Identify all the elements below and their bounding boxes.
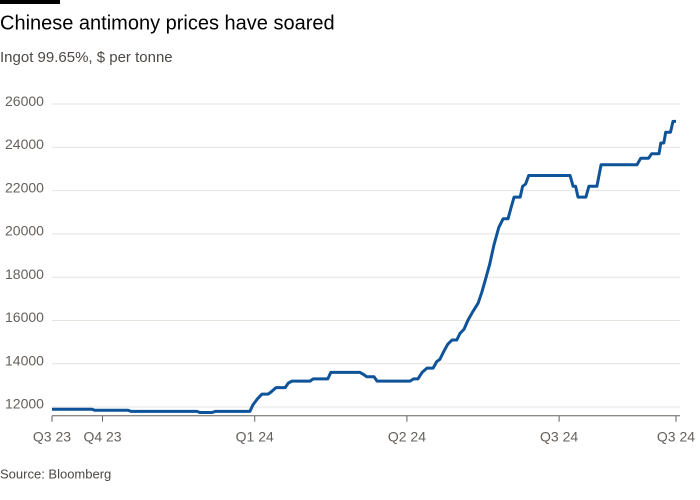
y-tick-label: 22000 [5,179,44,195]
chart-title: Chinese antimony prices have soared [0,12,335,34]
x-tick-label: Q1 24 [236,428,274,444]
y-tick-label: 12000 [5,396,44,412]
y-tick-label: 16000 [5,309,44,325]
x-tick-label: Q3 23 [33,428,71,444]
chart-subtitle: Ingot 99.65%, $ per tonne [0,49,173,66]
x-tick-label: Q3 24 [657,428,695,444]
y-tick-label: 18000 [5,266,44,282]
brand-bar [0,0,60,4]
x-tick-label: Q2 24 [388,428,426,444]
price-line [52,119,676,414]
y-tick-label: 26000 [5,93,44,109]
y-tick-label: 14000 [5,352,44,368]
y-tick-label: 24000 [5,136,44,152]
x-tick-label: Q4 23 [83,428,121,444]
x-tick-label: Q3 24 [540,428,578,444]
y-tick-label: 20000 [5,223,44,239]
source: Source: Bloomberg [0,466,111,481]
